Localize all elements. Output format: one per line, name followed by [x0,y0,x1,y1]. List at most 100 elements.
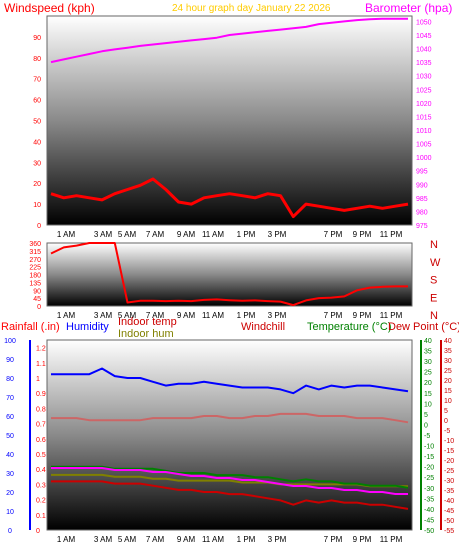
humidity-tick-label: 0 [8,528,12,535]
barometer-tick-label: 1000 [416,155,432,162]
windspeed-tick-label: 30 [33,160,41,167]
barometer-tick-label: 1010 [416,128,432,135]
humidity-tick-label: 90 [6,357,14,364]
barometer-tick-label: 975 [416,223,428,230]
time-tick-label: 11 PM [380,230,403,239]
time-tick-label: 11 PM [380,311,403,320]
humidity-axis-label: Humidity [66,321,109,333]
series-line-windchill [51,480,409,510]
rainfall-tick-label: 0.3 [36,482,46,489]
dewpoint-tick-label: 35 [444,348,452,355]
humidity-tick-label: 20 [6,490,14,497]
windspeed-tick-label: 0 [37,223,41,230]
temperature-tick-label: -5 [424,433,430,440]
series-line-dew-point-c [51,467,408,495]
humidity-tick-label: 60 [6,414,14,421]
barometer-tick-label: 980 [416,209,428,216]
wind-direction-tick-label: 360 [29,241,41,248]
windspeed-tick-label: 40 [33,139,41,146]
temperature-tick-label: -10 [424,444,434,451]
barometer-tick-label: 985 [416,196,428,203]
rainfall-tick-label: 0.6 [36,437,46,444]
time-tick-label: 7 PM [324,535,343,544]
time-tick-label: 1 AM [57,311,76,320]
dewpoint-tick-label: 25 [444,368,452,375]
barometer-tick-label: 1045 [416,33,432,40]
humidity-tick-label: 40 [6,452,14,459]
time-tick-label: 3 PM [268,311,287,320]
barometer-tick-label: 1015 [416,114,432,121]
dewpoint-tick-label: -5 [444,428,450,435]
dewpoint-tick-label: 0 [444,418,448,425]
barometer-tick-label: 1025 [416,87,432,94]
dewpoint-tick-label: 5 [444,408,448,415]
wind-direction-tick-label: 0 [37,304,41,311]
series-line-wind-direction [50,242,408,307]
rainfall-axis-label: Rainfall (.in) [1,321,60,333]
humidity-tick-label: 80 [6,376,14,383]
rainfall-tick-label: 1 [36,376,40,383]
wind-direction-tick-label: 270 [29,257,41,264]
rainfall-tick-label: 0.7 [36,422,46,429]
time-tick-label: 5 AM [118,535,137,544]
time-tick-label: 7 PM [324,311,343,320]
time-tick-label: 3 PM [268,535,287,544]
rainfall-tick-label: 1.2 [36,346,46,353]
barometer-tick-label: 1035 [416,60,432,67]
dewpoint-tick-label: -10 [444,438,454,445]
time-tick-label: 7 AM [146,535,165,544]
dewpoint-tick-label: -15 [444,448,454,455]
temperature-tick-label: 5 [424,412,428,419]
wind-direction-tick-label: 45 [33,296,41,303]
temperature-tick-label: 20 [424,380,432,387]
series-line-humidity [51,367,409,395]
time-tick-label: 1 AM [57,230,76,239]
temperature-tick-label: 40 [424,338,432,345]
time-tick-label: 5 AM [118,230,137,239]
series-line-windspeed-kph [50,177,409,219]
series-line-barometer-hpa [50,17,408,64]
time-tick-label: 9 AM [177,535,196,544]
temperature-tick-label: 0 [424,422,428,429]
time-tick-label: 9 AM [177,311,196,320]
dewpoint-tick-label: -25 [444,468,454,475]
dewpoint-tick-label: -50 [444,518,454,525]
time-tick-label: 11 AM [202,230,224,239]
time-tick-label: 3 PM [268,230,287,239]
barometer-tick-label: 1005 [416,142,432,149]
rainfall-tick-label: 0.9 [36,391,46,398]
dewpoint-tick-label: -55 [444,528,454,535]
temperature-axis-bar [420,340,422,530]
rainfall-tick-label: 0.5 [36,452,46,459]
rainfall-tick-label: 1.1 [36,361,46,368]
time-tick-label: 1 PM [237,311,256,320]
temperature-tick-label: 15 [424,391,432,398]
temperature-tick-label: 25 [424,370,432,377]
temperature-tick-label: -45 [424,517,434,524]
windspeed-tick-label: 10 [33,202,41,209]
temperature-tick-label: -40 [424,507,434,514]
temperature-tick-label: -20 [424,465,434,472]
rainfall-tick-label: 0.2 [36,498,46,505]
time-tick-label: 1 AM [57,535,76,544]
barometer-tick-label: 1030 [416,74,432,81]
dewpoint-axis-bar [440,340,442,530]
wind-direction-tick-label: 315 [29,249,41,256]
series-line-indoor-temp [51,412,409,424]
wind-direction-tick-label: 90 [33,288,41,295]
compass-label: N [430,310,438,322]
dewpoint-tick-label: 20 [444,378,452,385]
indoor-temp-label: Indoor temp [118,316,177,328]
time-tick-label: 9 PM [353,230,372,239]
time-tick-label: 11 AM [202,535,224,544]
time-tick-label: 1 PM [237,535,256,544]
temperature-tick-label: -25 [424,475,434,482]
windchill-label: Windchill [241,321,285,333]
time-tick-label: 9 PM [353,535,372,544]
time-tick-label: 3 AM [94,230,113,239]
temperature-tick-label: 10 [424,401,432,408]
chart-subtitle: 24 hour graph day January 22 2026 [172,3,331,14]
dewpoint-tick-label: 10 [444,398,452,405]
time-tick-label: 5 AM [118,311,137,320]
